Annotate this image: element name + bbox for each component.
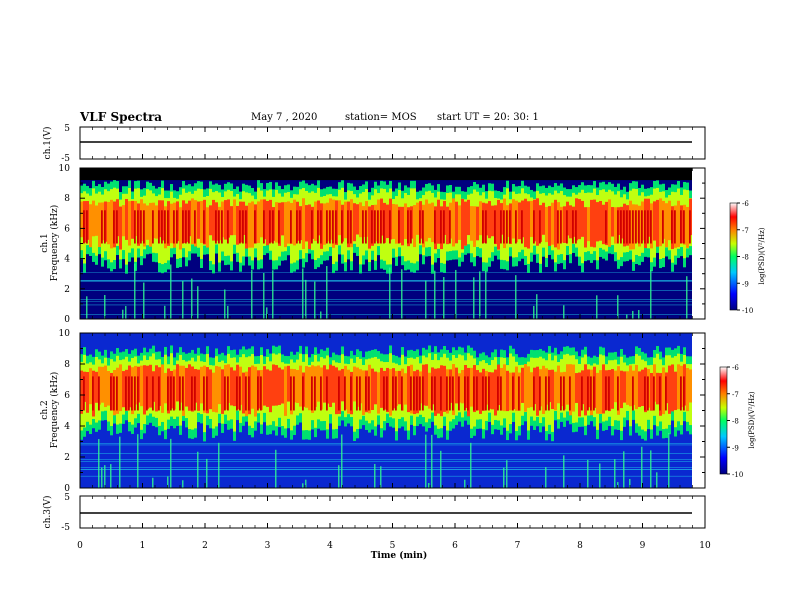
date-label: May 7 , 2020 [251,112,318,123]
time-tick-label: 3 [265,541,271,551]
ch1-voltage-ylabel: ch.1(V) [42,127,53,160]
ch2-spectrogram-panel: 0 2 4 6 8 10 ch.2 Frequency (kHz) [40,329,706,494]
ch1-ylabel-channel: ch.1 [40,233,50,252]
ch1-colorbar-label: log(PSD)(V²/Hz) [758,227,766,284]
ch1-colorbar-tick: -7 [742,227,749,235]
ch1-colorbar-tick: -8 [742,254,749,262]
ch2-frequency-tick-label: 0 [64,484,70,494]
time-axis-label: Time (min) [371,550,428,561]
ch2-spectrogram-image [80,345,692,488]
station-label: station= MOS [345,112,417,123]
ch1-colorbar-tick: -6 [742,200,749,208]
ch2-frequency-tick-label: 8 [64,360,70,370]
ch1-frequency-tick-label: 2 [64,285,70,295]
ch1-frequency-tick-label: 4 [64,255,70,265]
ch2-colorbar-label: log(PSD)(V²/Hz) [748,391,756,448]
ch2-ylabel-frequency: Frequency (kHz) [49,372,60,449]
ch3-ytick-top: 5 [64,493,70,503]
time-tick-label: 10 [699,541,711,551]
ch3-voltage-ylabel: ch.3(V) [42,496,53,529]
time-tick-label: 0 [77,541,83,551]
ch1-ytick-bottom: -5 [61,154,70,164]
ch2-colorbar-tick: -7 [732,391,739,399]
ch2-colorbar-tick: -6 [732,364,739,372]
time-tick-label: 7 [515,541,521,551]
time-tick-label: 8 [577,541,583,551]
ch2-colorbar-tick: -9 [732,444,739,452]
ch1-spectrogram-image [80,168,692,319]
time-tick-label: 9 [640,541,646,551]
figure-title: VLF Spectra [80,110,163,124]
ch2-frequency-tick-label: 6 [64,391,70,401]
time-tick-label: 1 [140,541,146,551]
ch1-colorbar-tick: -9 [742,280,749,288]
ch2-frequency-tick-label: 2 [64,453,70,463]
ch2-colorbar: -6 -7 -8 -9 -10 log(PSD)(V²/Hz) [719,364,756,479]
ch1-spectrogram-panel: 0 2 4 6 8 10 ch.1 Frequency (kHz) [40,164,706,325]
ch2-colorbar-scale [719,366,728,475]
time-tick-label: 2 [202,541,208,551]
start-time-label: start UT = 20: 30: 1 [437,112,539,123]
ch1-frequency-tick-label: 8 [64,194,70,204]
ch1-frequency-tick-label: 6 [64,224,70,234]
ch1-frequency-tick-label: 10 [59,164,71,174]
ch1-ylabel-frequency: Frequency (kHz) [49,205,60,282]
ch2-ylabel-channel: ch.2 [40,400,50,419]
time-axis: 0 1 2 3 4 5 6 7 8 9 10 [77,127,711,551]
ch1-colorbar-tick: -10 [742,307,753,315]
ch1-colorbar: -6 -7 -8 -9 -10 log(PSD)(V²/Hz) [729,200,766,315]
ch2-frequency-tick-label: 10 [59,329,71,339]
time-tick-label: 5 [390,541,396,551]
ch1-ytick-top: 5 [64,124,70,134]
ch3-voltage-panel: 5 -5 ch.3(V) [42,493,706,533]
time-tick-label: 6 [452,541,458,551]
ch1-frequency-tick-label: 0 [64,315,70,325]
ch2-colorbar-tick: -10 [732,471,743,479]
ch3-ytick-bottom: -5 [61,523,70,533]
ch2-colorbar-tick: -8 [732,418,739,426]
ch1-voltage-panel: 5 -5 ch.1(V) [42,124,706,164]
ch1-colorbar-scale [729,202,738,311]
time-tick-label: 4 [327,541,333,551]
ch2-frequency-tick-label: 4 [64,422,70,432]
